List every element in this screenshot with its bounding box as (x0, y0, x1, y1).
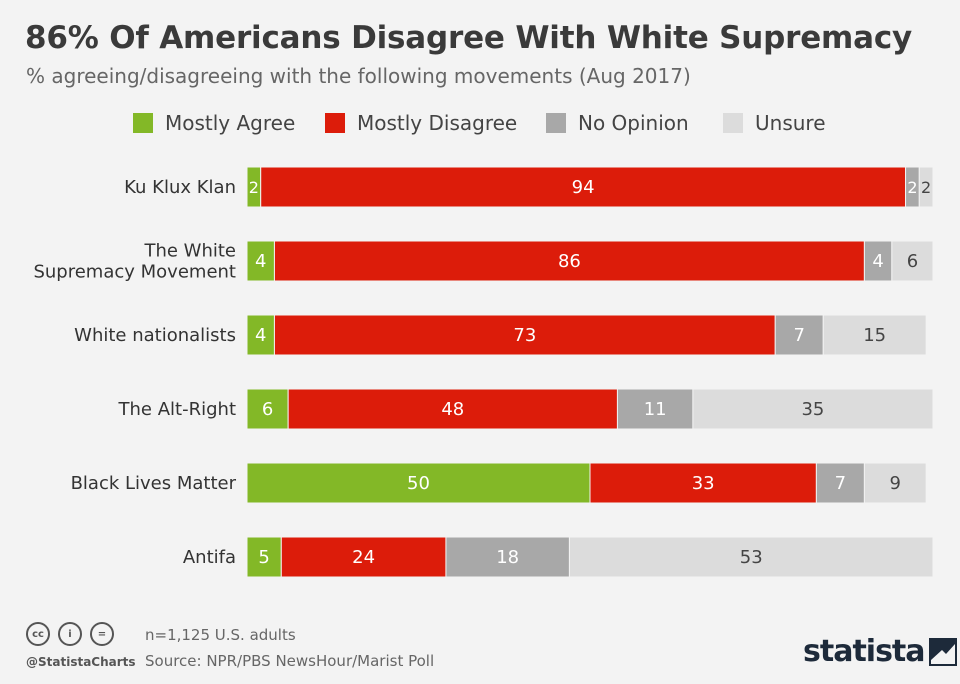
legend-item-no-opinion: No Opinion (546, 110, 689, 136)
value-label-the-white-supremacy-movement-mostly-agree: 4 (255, 251, 266, 272)
value-label-white-nationalists-unsure: 15 (863, 325, 886, 346)
statista-logo[interactable]: statista (803, 637, 957, 667)
category-label-the-alt-right: The Alt-Right (118, 399, 236, 420)
bar-the-alt-right-mostly-disagree (287, 388, 618, 430)
category-label-the-white-supremacy-movement: The White Supremacy Movement (33, 241, 236, 283)
legend-item-mostly-agree: Mostly Agree (133, 110, 295, 136)
value-label-the-alt-right-mostly-agree: 6 (262, 399, 273, 420)
value-label-antifa-mostly-agree: 5 (258, 547, 269, 568)
value-label-the-white-supremacy-movement-no-opinion: 4 (872, 251, 883, 272)
bar-the-white-supremacy-movement-mostly-agree (246, 240, 275, 282)
legend-swatch-mostly-disagree (325, 113, 345, 133)
sample-note: n=1,125 U.S. adults (145, 626, 296, 644)
value-label-antifa-no-opinion: 18 (496, 547, 519, 568)
value-label-white-nationalists-mostly-disagree: 73 (513, 325, 536, 346)
bar-antifa-unsure (568, 536, 934, 578)
value-label-white-nationalists-no-opinion: 7 (794, 325, 805, 346)
legend-swatch-mostly-agree (133, 113, 153, 133)
value-label-black-lives-matter-no-opinion: 7 (835, 473, 846, 494)
value-label-antifa-mostly-disagree: 24 (352, 547, 375, 568)
value-label-the-white-supremacy-movement-mostly-disagree: 86 (558, 251, 581, 272)
bar-the-white-supremacy-movement-unsure (891, 240, 934, 282)
value-label-ku-klux-klan-unsure: 2 (921, 178, 931, 197)
bar-ku-klux-klan-mostly-disagree (260, 166, 907, 208)
value-label-white-nationalists-mostly-agree: 4 (255, 325, 266, 346)
legend: Mostly Agree Mostly Disagree No Opinion … (0, 110, 960, 136)
value-label-black-lives-matter-mostly-disagree: 33 (692, 473, 715, 494)
category-label-white-nationalists: White nationalists (74, 325, 236, 346)
value-label-the-white-supremacy-movement-unsure: 6 (907, 251, 918, 272)
legend-label-no-opinion: No Opinion (578, 111, 689, 135)
license-icons: cc i = (26, 622, 114, 646)
category-label-antifa: Antifa (183, 547, 236, 568)
value-label-the-alt-right-no-opinion: 11 (644, 399, 667, 420)
legend-item-unsure: Unsure (723, 110, 826, 136)
bar-white-nationalists-mostly-disagree (273, 314, 776, 356)
bar-black-lives-matter-no-opinion (815, 462, 865, 504)
legend-swatch-unsure (723, 113, 743, 133)
bar-antifa-mostly-disagree (280, 536, 447, 578)
legend-item-mostly-disagree: Mostly Disagree (325, 110, 517, 136)
value-label-the-alt-right-mostly-disagree: 48 (441, 399, 464, 420)
value-label-ku-klux-klan-mostly-disagree: 94 (572, 177, 595, 198)
legend-swatch-no-opinion (546, 113, 566, 133)
category-label-ku-klux-klan: Ku Klux Klan (124, 177, 236, 198)
legend-label-mostly-agree: Mostly Agree (165, 111, 296, 135)
bar-black-lives-matter-unsure (863, 462, 927, 504)
source-note: Source: NPR/PBS NewsHour/Marist Poll (145, 652, 435, 670)
value-label-black-lives-matter-unsure: 9 (890, 473, 901, 494)
value-label-ku-klux-klan-mostly-agree: 2 (249, 178, 259, 197)
statista-handle: @StatistaCharts (26, 655, 136, 669)
bar-the-alt-right-unsure (692, 388, 934, 430)
value-label-the-alt-right-unsure: 35 (801, 399, 824, 420)
bar-black-lives-matter-mostly-disagree (589, 462, 817, 504)
category-label-black-lives-matter: Black Lives Matter (71, 473, 237, 494)
value-label-ku-klux-klan-no-opinion: 2 (907, 178, 917, 197)
value-label-black-lives-matter-mostly-agree: 50 (407, 473, 430, 494)
legend-label-unsure: Unsure (755, 111, 826, 135)
bar-the-alt-right-no-opinion (616, 388, 694, 430)
bar-ku-klux-klan-unsure (918, 166, 934, 208)
bar-white-nationalists-mostly-agree (246, 314, 275, 356)
bar-the-white-supremacy-movement-no-opinion (863, 240, 893, 282)
statista-wordmark: statista (803, 634, 926, 669)
legend-label-mostly-disagree: Mostly Disagree (357, 111, 518, 135)
chart-title: 86% Of Americans Disagree With White Sup… (25, 20, 913, 56)
chart-subtitle: % agreeing/disagreeing with the followin… (26, 64, 691, 88)
bar-white-nationalists-unsure (822, 314, 927, 356)
cc-icon: cc (26, 622, 50, 646)
by-icon: i (58, 622, 82, 646)
bar-white-nationalists-no-opinion (774, 314, 824, 356)
nd-icon: = (90, 622, 114, 646)
value-label-antifa-unsure: 53 (740, 547, 763, 568)
statista-logo-icon (928, 638, 957, 666)
bar-the-alt-right-mostly-agree (246, 388, 289, 430)
